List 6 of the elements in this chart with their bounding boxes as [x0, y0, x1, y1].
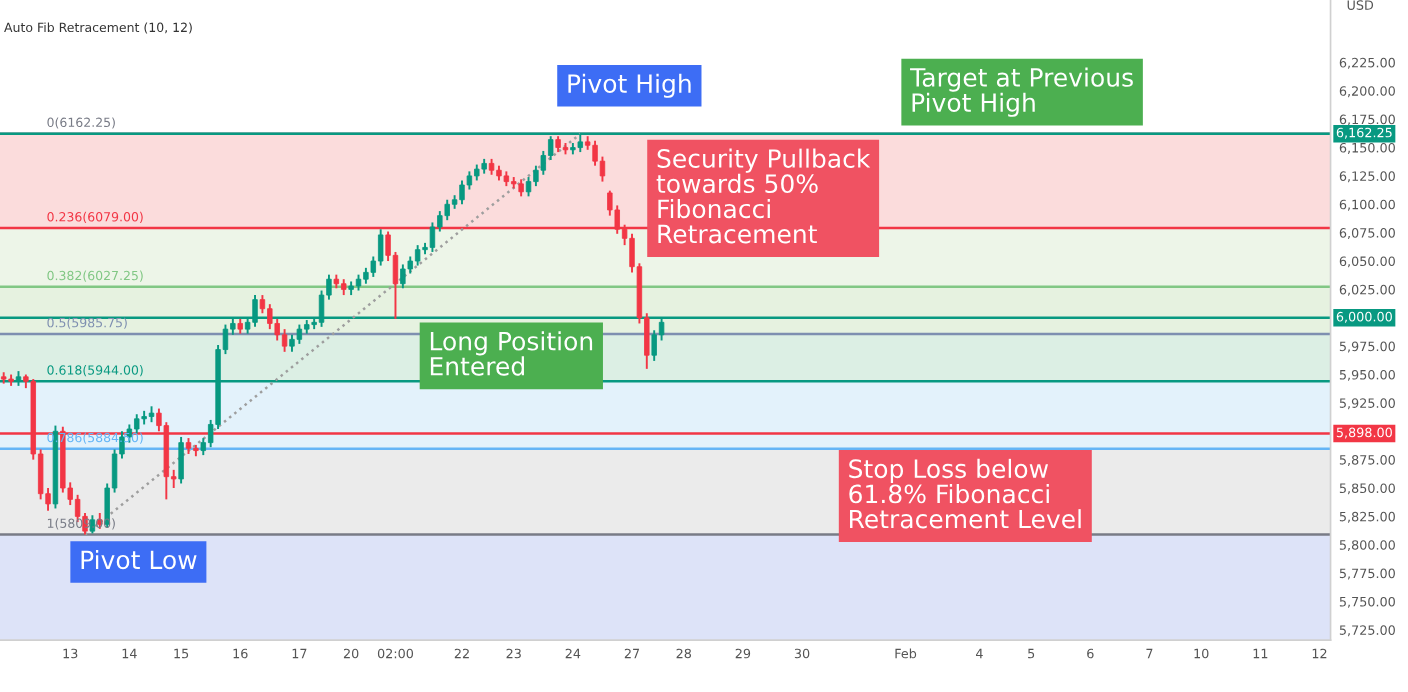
- annotation: Pivot High: [568, 73, 691, 98]
- annotation: Stop Loss below 61.8% Fibonacci Retracement Level: [849, 458, 1081, 529]
- annotation: Target at Previous Pivot High: [910, 67, 1133, 117]
- annotation: Long Position Entered: [430, 331, 593, 376]
- annotation: Security Pullback towards 50% Fibonacci Retracement: [656, 148, 871, 244]
- annotation: Pivot Low: [81, 549, 197, 570]
